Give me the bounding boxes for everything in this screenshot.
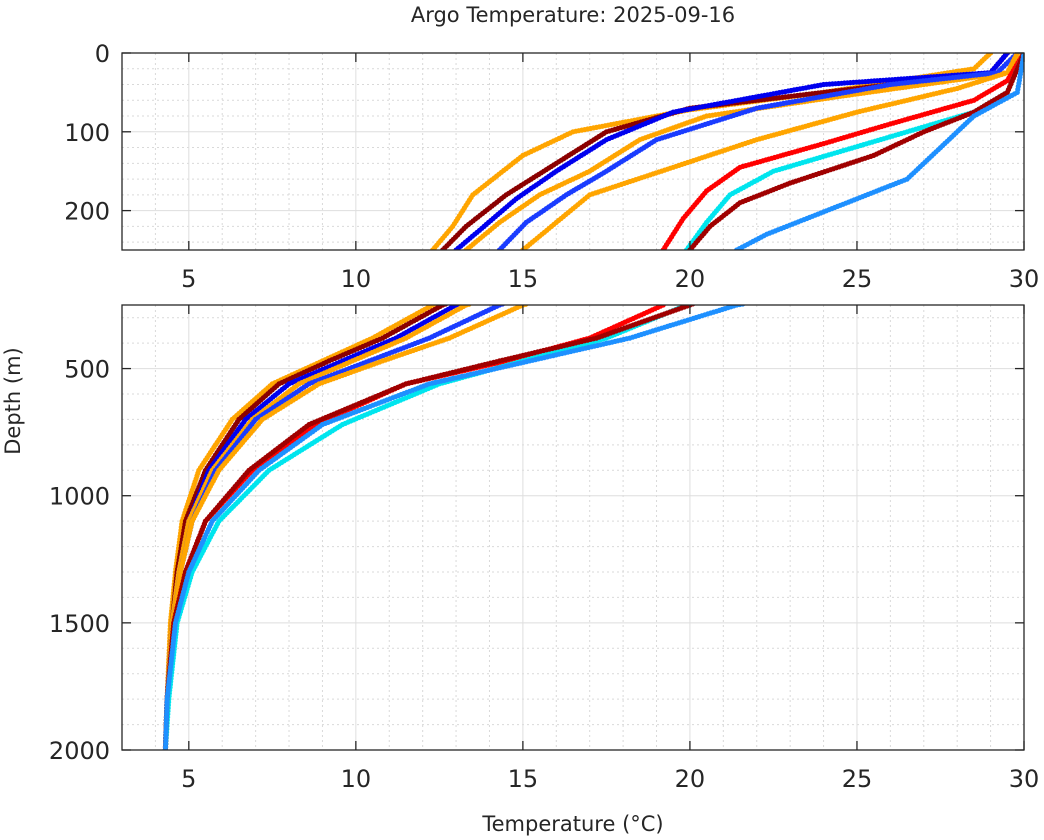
x-tick-label: 30 bbox=[1009, 765, 1040, 793]
x-tick-label: 25 bbox=[842, 765, 873, 793]
x-tick-label: 20 bbox=[675, 265, 706, 293]
profile-skyblue-1 bbox=[732, 53, 1024, 250]
x-tick-label: 15 bbox=[508, 765, 539, 793]
data-point bbox=[429, 250, 434, 255]
y-tick-label: 1000 bbox=[49, 483, 110, 511]
y-tick-label: 100 bbox=[64, 119, 110, 147]
series-group bbox=[429, 53, 1024, 255]
major-grid bbox=[122, 305, 1025, 751]
lower-panel: 5 10 15 20 25 30 500 1000 1500 2000 bbox=[49, 304, 1040, 793]
data-point bbox=[452, 250, 457, 255]
minor-grid bbox=[121, 305, 1024, 750]
y-axis-label: Depth (m) bbox=[1, 347, 25, 454]
data-point bbox=[497, 249, 499, 250]
x-tick-label: 5 bbox=[181, 265, 196, 293]
profile-red-1 bbox=[162, 305, 666, 750]
x-tick-label: 15 bbox=[508, 265, 539, 293]
y-tick-label: 2000 bbox=[49, 737, 110, 765]
x-tick-label: 5 bbox=[181, 765, 196, 793]
panels-group: 5 10 15 20 25 30 0 100 200 5 10 15 20 25 30 500 1000 1500… bbox=[49, 40, 1039, 793]
y-tick-label: 500 bbox=[64, 356, 110, 384]
profile-darkred-2 bbox=[686, 53, 1024, 250]
data-point bbox=[439, 250, 444, 255]
x-tick-label: 20 bbox=[675, 765, 706, 793]
axes-frame bbox=[121, 52, 1025, 251]
y-tick-label: 0 bbox=[95, 40, 110, 68]
upper-panel: 5 10 15 20 25 30 0 100 200 bbox=[64, 40, 1039, 293]
series-group bbox=[162, 305, 746, 750]
profile-skyblue-1 bbox=[162, 305, 746, 750]
profile-red-1 bbox=[660, 53, 1024, 250]
data-point bbox=[462, 250, 467, 255]
x-axis-label: Temperature (°C) bbox=[481, 812, 663, 836]
y-tick-label: 1500 bbox=[49, 610, 110, 638]
x-tick-label: 30 bbox=[1009, 265, 1040, 293]
profile-orange-3 bbox=[520, 53, 1020, 250]
x-tick-label: 10 bbox=[341, 765, 372, 793]
chart-title: Argo Temperature: 2025-09-16 bbox=[411, 3, 735, 27]
x-tick-label: 10 bbox=[341, 265, 372, 293]
axes-frame bbox=[121, 304, 1025, 751]
y-tick-label: 200 bbox=[64, 198, 110, 226]
x-tick-label: 25 bbox=[842, 265, 873, 293]
